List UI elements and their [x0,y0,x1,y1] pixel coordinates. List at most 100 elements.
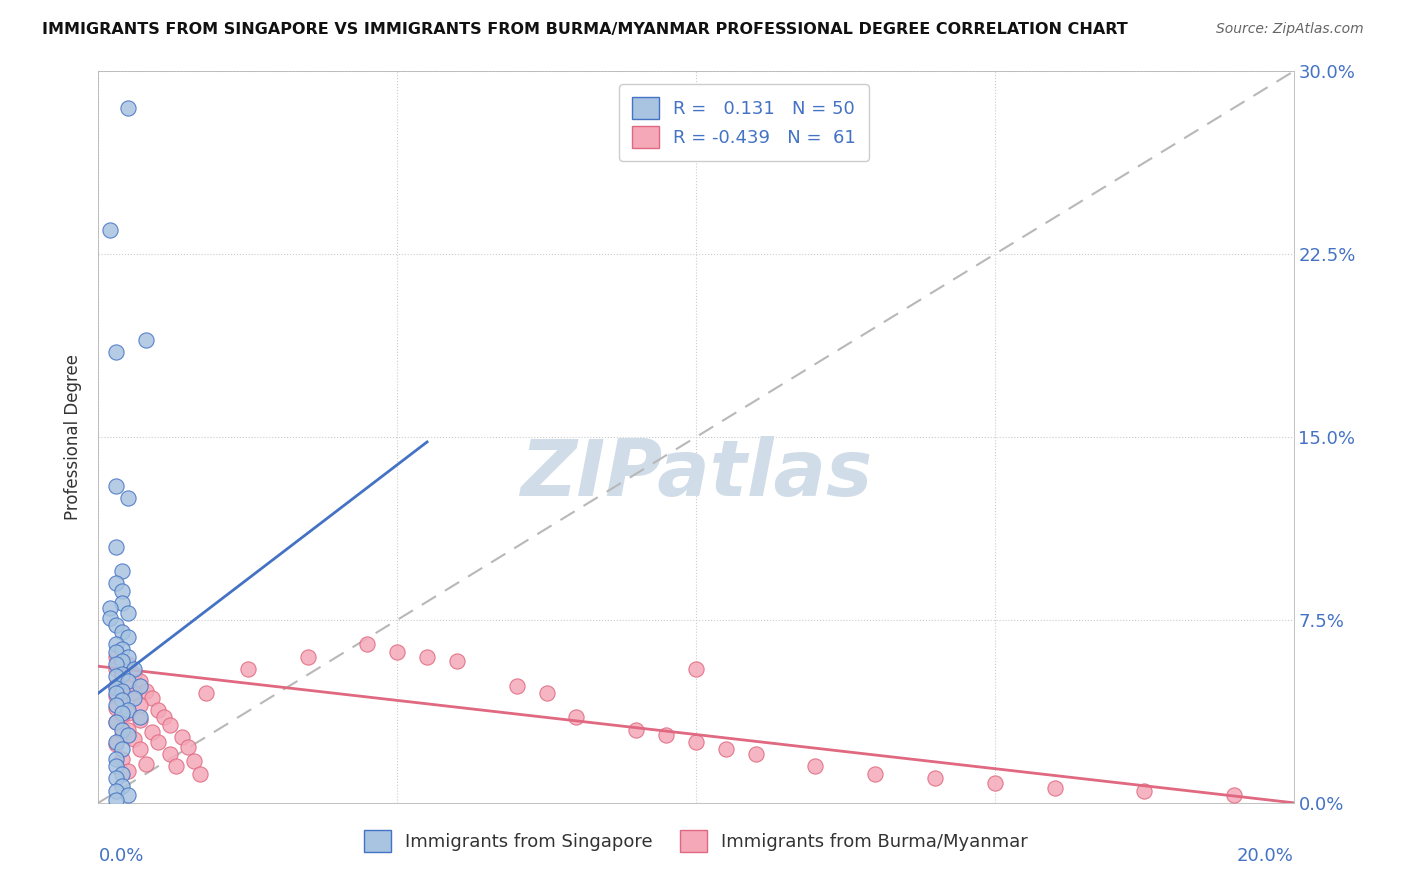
Point [105,689,128,703]
Point [159,747,181,761]
Point [98,600,122,615]
Point [135,756,157,771]
Point [117,727,139,741]
Point [105,637,128,651]
Point [111,596,134,610]
Point [105,793,128,807]
Point [105,669,128,683]
Legend: Immigrants from Singapore, Immigrants from Burma/Myanmar: Immigrants from Singapore, Immigrants fr… [357,823,1035,860]
Point [135,683,157,698]
Point [111,706,134,720]
Point [129,713,152,727]
Point [105,715,128,730]
Point [117,630,139,644]
Point [105,479,128,493]
Point [124,732,146,747]
Point [446,654,468,668]
Point [111,564,134,578]
Point [111,693,134,707]
Point [105,752,128,766]
Point [105,662,128,676]
Text: IMMIGRANTS FROM SINGAPORE VS IMMIGRANTS FROM BURMA/MYANMAR PROFESSIONAL DEGREE C: IMMIGRANTS FROM SINGAPORE VS IMMIGRANTS … [42,22,1128,37]
Point [105,344,128,359]
Point [153,710,176,724]
Point [111,708,134,723]
Point [745,747,768,761]
Point [141,690,163,705]
Point [565,710,588,724]
Point [188,766,211,780]
Point [124,662,146,676]
Point [105,681,128,696]
Point [236,662,259,676]
Point [105,735,128,749]
Point [111,642,134,657]
Point [135,333,157,347]
Point [111,583,134,598]
Point [111,742,134,756]
Point [685,662,707,676]
Point [105,679,128,693]
Text: 0.0%: 0.0% [98,847,143,864]
Point [111,669,134,683]
Y-axis label: Professional Degree: Professional Degree [65,354,83,520]
Point [1133,783,1156,797]
Point [117,706,139,720]
Point [117,606,139,620]
Point [105,737,128,751]
Point [105,657,128,671]
Point [385,645,409,659]
Point [159,718,181,732]
Point [124,690,146,705]
Text: Source: ZipAtlas.com: Source: ZipAtlas.com [1216,22,1364,37]
Point [105,715,128,730]
Point [105,686,128,700]
Point [117,789,139,803]
Point [141,725,163,739]
Point [183,755,205,769]
Point [111,654,134,668]
Point [117,764,139,778]
Point [124,686,146,700]
Point [117,681,139,696]
Point [111,766,134,780]
Point [804,759,827,773]
Point [148,703,170,717]
Point [117,101,139,115]
Point [536,686,558,700]
Point [297,649,319,664]
Point [685,735,707,749]
Point [626,723,648,737]
Point [117,703,139,717]
Point [105,698,128,713]
Point [129,698,152,713]
Point [924,772,946,786]
Point [165,759,187,773]
Point [506,679,529,693]
Point [129,673,152,688]
Point [129,679,152,693]
Point [984,776,1007,790]
Point [111,779,134,793]
Point [117,649,139,664]
Point [111,723,134,737]
Point [105,700,128,714]
Point [111,727,134,741]
Point [117,491,139,505]
Point [105,617,128,632]
Point [416,649,439,664]
Point [129,710,152,724]
Point [98,223,122,237]
Point [105,783,128,797]
Point [111,625,134,640]
Point [714,742,737,756]
Point [655,727,678,741]
Point [111,752,134,766]
Point [356,637,378,651]
Point [148,735,170,749]
Point [105,645,128,659]
Point [1043,781,1066,796]
Point [105,772,128,786]
Point [177,739,200,754]
Point [105,649,128,664]
